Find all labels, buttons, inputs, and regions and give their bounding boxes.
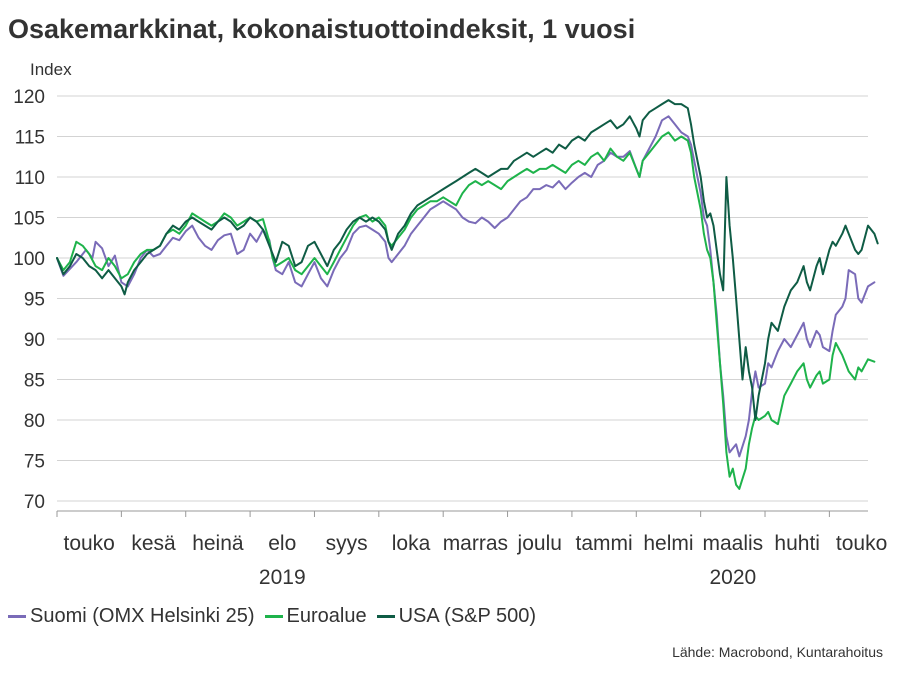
y-tick-label: 105 [13,209,45,230]
axes: 70 75 80 85 90 95 100 105 110 115 120 Index touko kes… [13,60,887,589]
x-tick-label: marras [443,532,508,555]
legend-label: Euroalue [286,605,367,627]
x-tick-label: huhti [774,532,820,555]
legend: Suomi (OMX Helsinki 25) Euroalue USA (S&P … [8,605,546,628]
legend-swatch [264,615,283,618]
y-tick-label: 80 [24,411,45,432]
y-tick-label: 90 [24,330,45,351]
x-tick-label: heinä [192,532,244,555]
y-tick-label: 115 [15,128,45,149]
y-tick-label: 110 [15,168,45,189]
legend-item: USA (S&P 500) [376,605,537,628]
x-tick-label: loka [392,532,431,555]
series-line-1 [56,131,876,490]
x-tick-label: tammi [576,532,633,555]
x-tick-label: syys [326,532,368,555]
y-tick-label: 75 [24,452,45,473]
gridlines [57,95,868,502]
y-tick-label: 120 [13,87,45,108]
x-tick-label: kesä [131,532,176,555]
legend-item: Euroalue [264,605,367,628]
legend-item: Suomi (OMX Helsinki 25) [8,605,255,628]
x-tick-label: elo [268,532,296,555]
legend-swatch [376,615,395,618]
y-tick-label: 95 [24,290,45,311]
y-tick-label: 100 [13,249,45,270]
y-tick-label: 70 [24,492,45,513]
year-label: 2020 [709,566,756,589]
series-line-0 [56,115,876,458]
series-lines [56,99,879,490]
x-tick-label: joulu [517,532,562,555]
x-tick-label: touko [836,532,887,555]
legend-label: Suomi (OMX Helsinki 25) [30,605,255,627]
y-tick-label: 85 [24,371,45,392]
chart-title: Osakemarkkinat, kokonaistuottoindeksit, … [8,14,636,44]
x-tick-label: maalis [702,532,763,555]
x-tick-label: helmi [643,532,693,555]
series-line-2 [56,99,879,421]
y-axis-title: Index [30,60,72,79]
year-label: 2019 [259,566,306,589]
x-tick-label: touko [63,532,114,555]
legend-label: USA (S&P 500) [398,605,537,627]
source-note: Lähde: Macrobond, Kuntarahoitus [672,644,883,660]
chart-area: 70 75 80 85 90 95 100 105 110 115 120 Index touko kes… [13,60,887,589]
legend-swatch [8,615,26,618]
